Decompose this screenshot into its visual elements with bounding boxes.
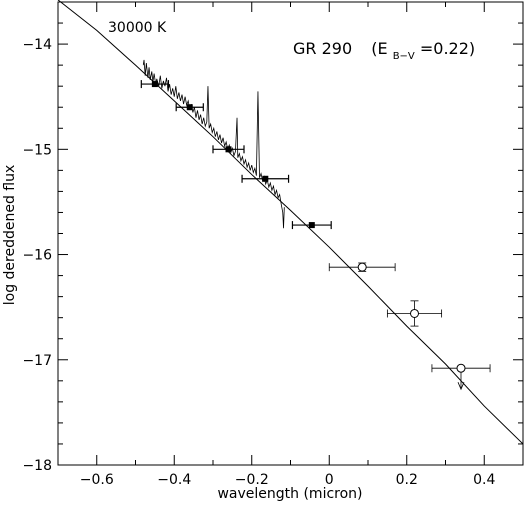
filled-point (186, 104, 193, 111)
x-axis-tick-labels: −0.6 −0.4 −0.2 0 0.2 0.4 (80, 472, 496, 488)
x-tick-label: 0 (325, 472, 334, 488)
filled-point (151, 81, 158, 88)
y-tick-label: −14 (22, 37, 52, 53)
open-data-points (328, 262, 491, 391)
filled-data-points (140, 80, 332, 230)
open-point (357, 262, 367, 272)
model-curve-line (57, 0, 524, 445)
reddening-prefix: (E (371, 39, 387, 58)
y-tick-label: −17 (22, 353, 52, 369)
reddening-suffix: =0.22) (420, 39, 475, 58)
filled-point (262, 175, 269, 182)
spectrum-line (142, 59, 285, 229)
y-axis-tick-labels: −14 −15 −16 −17 −18 (22, 37, 52, 474)
y-tick-label: −18 (22, 458, 52, 474)
x-tick-label: −0.2 (235, 472, 269, 488)
x-tick-label: 0.2 (396, 472, 418, 488)
plot-frame (57, 1, 524, 466)
x-tick-label: 0.4 (473, 472, 495, 488)
y-tick-label: −16 (22, 248, 52, 264)
open-point (456, 363, 466, 373)
object-name: GR 290 (293, 39, 352, 58)
x-axis-ticks (57, 2, 524, 465)
filled-point (225, 146, 232, 153)
upper-limit-arrow-head (457, 382, 465, 391)
temperature-annotation: 30000 K (108, 20, 167, 36)
y-tick-label: −15 (22, 142, 52, 158)
y-axis-label: log dereddened flux (2, 165, 18, 306)
object-reddening-annotation: GR 290 (E B−V =0.22) (293, 39, 475, 63)
y-axis-ticks (58, 1, 523, 466)
x-axis-label: wavelength (micron) (217, 486, 362, 502)
reddening-subscript: B−V (393, 51, 415, 62)
x-tick-label: −0.4 (157, 472, 191, 488)
x-tick-label: −0.6 (80, 472, 114, 488)
filled-point (308, 222, 315, 229)
open-point (410, 308, 419, 318)
